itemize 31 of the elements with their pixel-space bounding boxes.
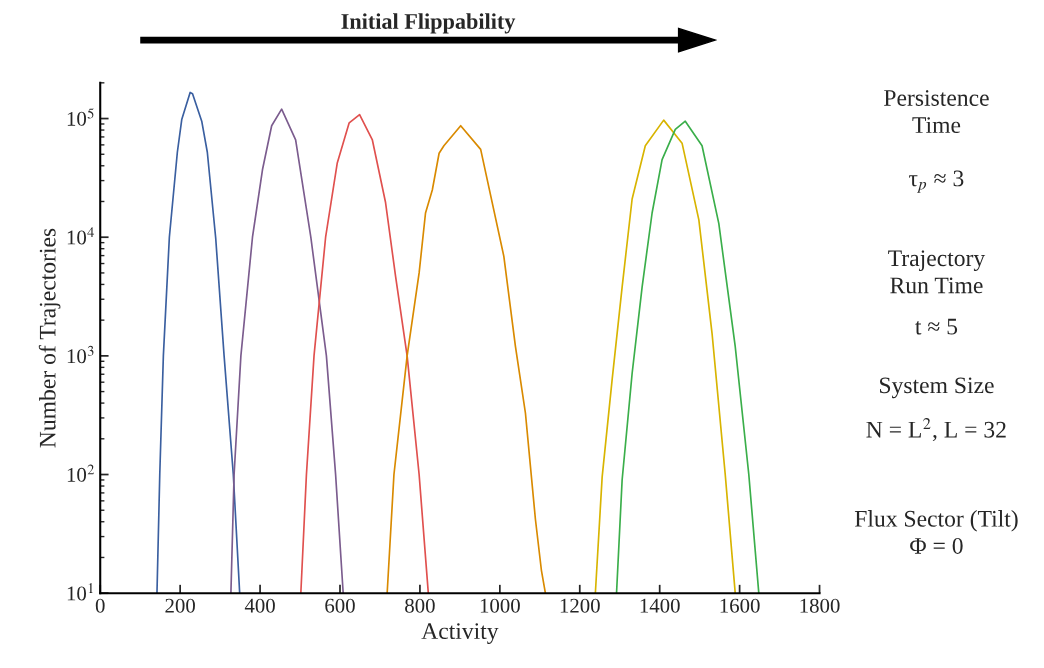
line-series [386,124,547,594]
line-series [299,113,430,594]
y-tick-label: 10$^{1}$ [67,583,93,601]
x-tick-label: 1600 [720,598,760,613]
x-tick-label: 800 [405,598,435,613]
text: Trajectory Run Time [888,250,986,294]
line-series [594,119,737,594]
y-tick-label: 10$^{5}$ [67,108,94,126]
text: Persistence Time [884,90,989,134]
x-tick-label: 600 [325,598,355,613]
y-tick-label: 10$^{3}$ [67,345,94,364]
x-tick-label: 1800 [800,598,840,613]
x-tick-label: 1400 [640,598,680,613]
x-tick-label: 200 [165,598,195,613]
text: t ≈ 5 [915,318,958,335]
x-tick-label: 1200 [560,598,600,613]
text: τ$_{p}$ ≈ 3 [909,170,964,193]
y-axis-title: Number of Trajectories [38,228,61,448]
line-series [230,108,345,594]
x-tick-label: 1000 [480,598,520,613]
text: Flux Sector (Tilt) Φ = 0 [854,510,1018,554]
x-tick-label: 0 [95,598,105,613]
line-series [156,91,241,594]
text: System Size [880,377,994,399]
text: N = L$^{2}$, L = 32 [866,417,1006,442]
x-tick-label: 400 [244,598,275,613]
y-tick-label: 10$^{4}$ [67,227,95,245]
x-axis-title: Activity [421,623,499,644]
y-tick-label: 10$^{2}$ [67,464,95,482]
chart-title: Initial Flippability [341,13,516,34]
line-series [615,120,760,594]
